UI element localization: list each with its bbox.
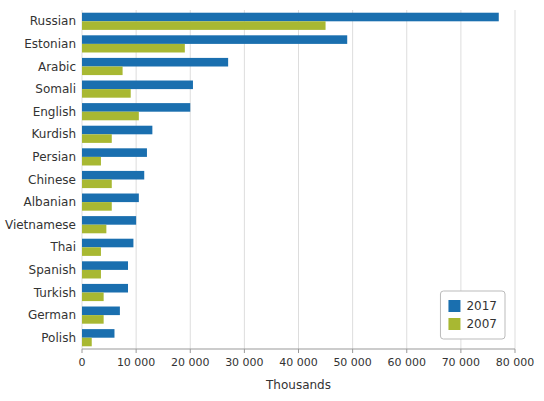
- tick-label: 80 000: [496, 356, 535, 369]
- tick-mark: [406, 349, 407, 353]
- category-label: Polish: [41, 331, 76, 345]
- category-label: English: [33, 105, 76, 119]
- tick-label: 10 000: [117, 356, 156, 369]
- bar: [82, 89, 131, 98]
- axis-line: [82, 349, 515, 350]
- tick-label: 0: [79, 356, 86, 369]
- bar: [82, 202, 112, 211]
- category-label: Russian: [30, 14, 76, 28]
- bar: [82, 81, 193, 90]
- chart-container: 0 10 000 20 000 30 000 40 000 50 000 60 000 70 …: [0, 0, 544, 401]
- category-label: Chinese: [28, 173, 76, 187]
- bar: [82, 284, 128, 293]
- bar: [82, 112, 139, 121]
- bar: [82, 307, 120, 316]
- bar: [82, 126, 152, 135]
- tick-mark: [352, 349, 353, 353]
- category-label: Persian: [32, 150, 76, 164]
- grid-line: [298, 10, 299, 349]
- grid-line: [352, 10, 353, 349]
- tick-mark: [136, 349, 137, 353]
- grid: [82, 10, 515, 349]
- tick-label: 50 000: [333, 356, 372, 369]
- category-label: Albanian: [24, 195, 76, 209]
- grid-line: [406, 10, 407, 349]
- x-axis-label: Thousands: [265, 378, 331, 392]
- category-label: Vietnamese: [5, 218, 76, 232]
- legend-box: [440, 291, 505, 339]
- legend-label: 2007: [466, 317, 497, 331]
- bar: [82, 194, 139, 203]
- category-label: German: [28, 308, 76, 322]
- category-label: Spanish: [29, 263, 76, 277]
- bar: [82, 247, 101, 256]
- tick-label: 60 000: [388, 356, 427, 369]
- bar: [82, 171, 144, 180]
- bar: [82, 180, 112, 189]
- tick-mark: [460, 349, 461, 353]
- y-axis: Russian Estonian Arabic Somali English Kurdis…: [5, 14, 76, 344]
- legend: 2017 2007: [440, 291, 505, 339]
- bar: [82, 134, 112, 143]
- bar: [82, 44, 185, 53]
- bar: [82, 21, 326, 30]
- legend-label: 2017: [466, 299, 497, 313]
- tick-mark: [298, 349, 299, 353]
- bars: [82, 13, 499, 347]
- legend-swatch: [448, 318, 460, 330]
- bar: [82, 225, 106, 234]
- bar: [82, 35, 347, 44]
- category-label: Turkish: [33, 286, 76, 300]
- bar: [82, 329, 114, 338]
- bar: [82, 315, 104, 324]
- tick-mark: [244, 349, 245, 353]
- bar: [82, 270, 101, 279]
- grid-line: [515, 10, 516, 349]
- bar: [82, 58, 228, 67]
- bar: [82, 103, 190, 112]
- tick-mark: [82, 349, 83, 353]
- bar: [82, 239, 133, 248]
- bar: [82, 157, 101, 166]
- x-axis: 0 10 000 20 000 30 000 40 000 50 000 60 000 70 …: [79, 349, 535, 369]
- bar: [82, 261, 128, 270]
- grid-line: [244, 10, 245, 349]
- category-label: Kurdish: [32, 127, 76, 141]
- tick-mark: [190, 349, 191, 353]
- category-label: Somali: [35, 82, 76, 96]
- category-label: Estonian: [24, 37, 76, 51]
- tick-mark: [515, 349, 516, 353]
- chart: 0 10 000 20 000 30 000 40 000 50 000 60 000 70 …: [0, 0, 544, 401]
- category-label: Arabic: [38, 60, 76, 74]
- legend-swatch: [448, 300, 460, 312]
- tick-label: 70 000: [442, 356, 481, 369]
- tick-label: 30 000: [225, 356, 264, 369]
- bar: [82, 13, 499, 22]
- bar: [82, 338, 92, 347]
- bar: [82, 67, 123, 76]
- tick-label: 40 000: [279, 356, 318, 369]
- category-label: Thai: [49, 240, 76, 254]
- bar: [82, 293, 104, 302]
- bar: [82, 216, 136, 225]
- bar: [82, 148, 147, 157]
- tick-label: 20 000: [171, 356, 210, 369]
